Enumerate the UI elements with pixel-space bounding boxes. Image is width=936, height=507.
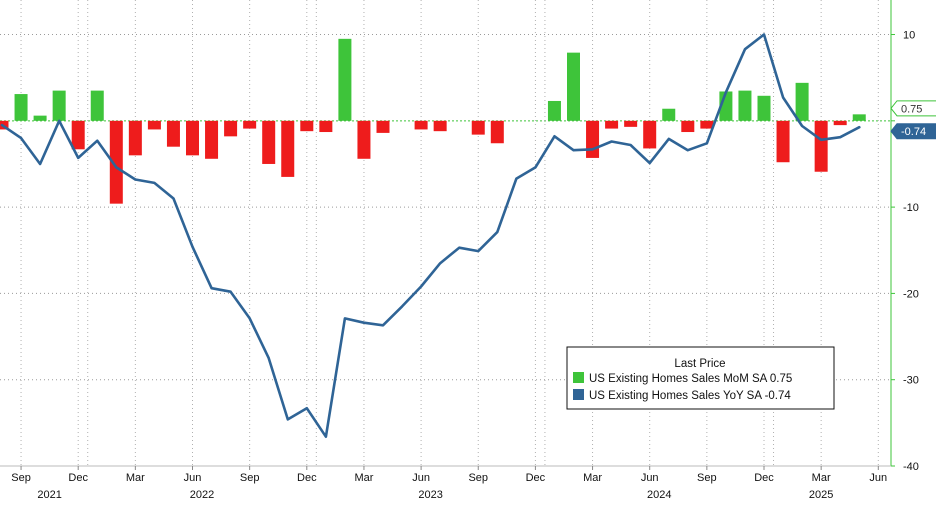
bar — [852, 114, 866, 121]
y-tick-label: -20 — [903, 288, 919, 300]
bar — [662, 108, 676, 121]
bar — [643, 120, 657, 149]
x-tick-label: Dec — [68, 472, 88, 484]
bar — [147, 120, 161, 130]
x-tick-label: Mar — [126, 472, 145, 484]
y-tick-label: -40 — [903, 461, 919, 473]
bar — [624, 120, 638, 127]
x-tick-label: Dec — [754, 472, 774, 484]
x-tick-label: Mar — [812, 472, 831, 484]
legend-entry-label: US Existing Homes Sales MoM SA 0.75 — [589, 373, 792, 385]
bar — [681, 120, 695, 133]
bar — [338, 38, 352, 121]
legend-swatch — [573, 372, 584, 383]
bar — [547, 100, 561, 121]
x-year-label: 2023 — [418, 489, 442, 501]
bar — [262, 120, 276, 164]
bar — [128, 120, 142, 156]
legend-swatch — [573, 389, 584, 400]
bar — [376, 120, 390, 133]
bar — [738, 90, 752, 121]
x-year-label: 2022 — [190, 489, 214, 501]
bar — [567, 52, 580, 121]
bar-series — [0, 38, 866, 204]
bar — [300, 120, 314, 132]
x-tick-label: Jun — [412, 472, 430, 484]
bar — [14, 94, 28, 121]
legend-title: Last Price — [674, 358, 725, 370]
bar — [605, 120, 619, 129]
y-tick-label: -10 — [903, 202, 919, 214]
x-tick-label: Dec — [526, 472, 546, 484]
bar — [414, 120, 428, 130]
bar — [205, 120, 219, 159]
x-tick-label: Jun — [184, 472, 202, 484]
y-tick-label: 10 — [903, 30, 915, 42]
yoy-line — [0, 33, 861, 439]
bar — [109, 120, 123, 204]
bar — [166, 120, 180, 147]
bar — [186, 120, 199, 156]
last-value-tags: 0.75 -0.74 — [890, 100, 936, 140]
axes: 10 -10 -20 -30 -40 Sep Dec Mar Jun Sep Dec Mar Jun Se… — [0, 0, 919, 501]
bar — [33, 115, 47, 121]
x-tick-label: Jun — [641, 472, 659, 484]
bar — [433, 120, 447, 132]
x-tick-label: Mar — [354, 472, 373, 484]
legend-box — [566, 346, 835, 410]
bar — [700, 120, 714, 129]
bar — [243, 120, 257, 129]
bar — [776, 120, 790, 163]
legend: Last Price US Existing Homes Sales MoM SA… — [566, 346, 835, 410]
x-year-label: 2021 — [37, 489, 61, 501]
last-value-tag — [890, 123, 936, 140]
x-tick-label: Sep — [240, 472, 260, 484]
bar — [319, 120, 333, 133]
bar — [281, 120, 295, 177]
bar — [757, 95, 771, 121]
last-value-tag-text: 0.75 — [901, 103, 922, 115]
x-tick-label: Dec — [297, 472, 317, 484]
bar — [71, 120, 85, 150]
bar — [814, 120, 828, 172]
bar — [833, 120, 847, 126]
x-tick-label: Sep — [468, 472, 488, 484]
legend-entry-label: US Existing Homes Sales YoY SA -0.74 — [589, 390, 791, 402]
bar — [795, 82, 809, 121]
y-tick-label: -30 — [903, 375, 919, 387]
bar — [586, 120, 600, 158]
bar — [490, 120, 504, 144]
last-value-tag — [890, 100, 936, 117]
x-tick-label: Sep — [11, 472, 31, 484]
bar — [357, 120, 371, 159]
bar — [224, 120, 238, 137]
line-series — [0, 33, 861, 439]
bar — [90, 90, 104, 121]
last-value-tag-text: -0.74 — [901, 126, 926, 138]
x-year-label: 2024 — [647, 489, 671, 501]
x-tick-label: Sep — [697, 472, 717, 484]
bar — [52, 90, 66, 121]
x-tick-label: Mar — [583, 472, 602, 484]
x-year-label: 2025 — [809, 489, 833, 501]
x-tick-label: Jun — [869, 472, 887, 484]
bar — [471, 120, 485, 135]
